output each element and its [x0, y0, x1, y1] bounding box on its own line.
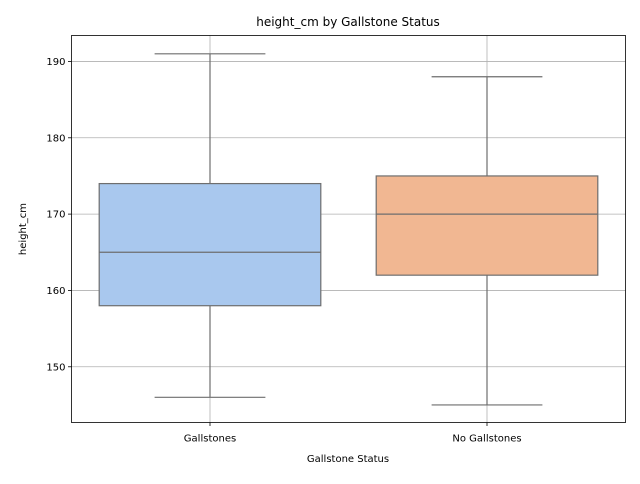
box-iqr: [375, 175, 599, 276]
x-tick-label: Gallstones: [184, 434, 236, 445]
chart-title: height_cm by Gallstone Status: [256, 15, 440, 29]
x-tick-label: No Gallstones: [452, 434, 521, 445]
box-layer: [98, 53, 599, 406]
y-tick-label: 160: [46, 286, 65, 297]
tick-layer: 150 160 170 180 190 Gallstones No Gallstones: [46, 57, 521, 445]
box-iqr: [98, 182, 322, 307]
y-tick-label: 150: [46, 362, 65, 373]
x-axis-label: Gallstone Status: [307, 454, 389, 465]
y-tick-label: 170: [46, 210, 65, 221]
y-tick-label: 190: [46, 57, 65, 68]
y-tick-label: 180: [46, 133, 65, 144]
plot-frame: [71, 35, 626, 423]
y-axis-label: height_cm: [18, 203, 29, 255]
